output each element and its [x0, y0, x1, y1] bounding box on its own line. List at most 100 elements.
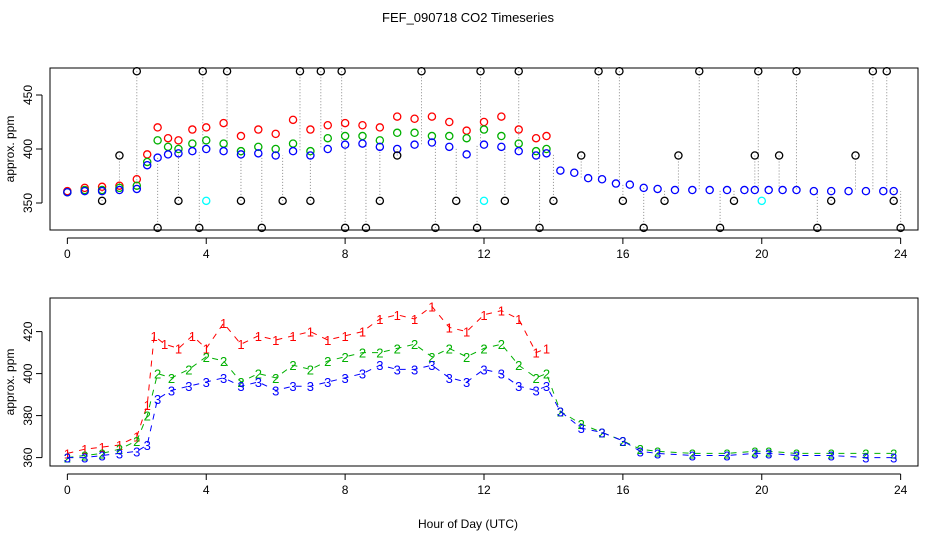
- series-3-point: 3: [723, 449, 730, 464]
- series-2-point: [340, 131, 350, 141]
- top-y-axis: 350 400 450: [21, 85, 43, 213]
- series-4-point: [896, 223, 905, 233]
- series-2-point: 2: [255, 367, 262, 382]
- series-3-point: [670, 185, 680, 195]
- series-4-point: [851, 151, 860, 160]
- series-1-point: 1: [376, 312, 383, 327]
- series-3-point: 3: [144, 438, 151, 453]
- series-4-point: [514, 66, 523, 76]
- series-2-point: [306, 146, 315, 156]
- series-3-point: 3: [862, 451, 869, 466]
- series-1-point: 1: [144, 398, 151, 413]
- series-4-point: [615, 66, 624, 76]
- series-2-point: 2: [64, 451, 71, 466]
- series-4-point: [729, 196, 739, 206]
- figure-title: FEF_090718 CO2 Timeseries: [382, 10, 554, 25]
- series-3-point: 3: [185, 379, 192, 394]
- series-3-point: [570, 168, 579, 178]
- x-tick-label: 16: [616, 247, 630, 261]
- series-2-point: 2: [324, 354, 331, 369]
- series-2-line: [67, 343, 894, 459]
- series-1-point: [201, 123, 211, 132]
- series-1-point: 1: [220, 316, 227, 331]
- series-3-point: 3: [255, 375, 262, 390]
- series-3-point: 3: [463, 375, 470, 390]
- series-2-point: [410, 128, 419, 138]
- series-3-point: [556, 166, 565, 175]
- series-2-point: 2: [359, 346, 366, 361]
- series-2-point: 2: [480, 341, 487, 356]
- series-2-point: [427, 131, 437, 141]
- top-x-axis: 0 4 8 12 16 20 24: [64, 237, 908, 261]
- series-4-point: [754, 66, 763, 76]
- series-4-point: [826, 196, 836, 206]
- series-3-point: [427, 138, 437, 147]
- series-3-line: [67, 364, 894, 459]
- series-4-point: [174, 196, 183, 206]
- series-1-point: [97, 182, 107, 192]
- x-tick-label: 0: [64, 483, 71, 497]
- series-2-point: [479, 125, 489, 134]
- series-3-point: 3: [890, 451, 897, 466]
- series-2-point: 2: [862, 446, 869, 461]
- series-1-point: [219, 118, 228, 128]
- series-2-point: 2: [557, 404, 564, 419]
- series-3-point: [750, 185, 760, 195]
- series-4-point: [222, 66, 232, 76]
- x-tick-label: 4: [203, 247, 210, 261]
- series-3-point: [792, 185, 801, 195]
- series-4-point: [375, 196, 385, 206]
- series-3-point: 3: [220, 371, 227, 386]
- series-4-point: [361, 223, 371, 233]
- series-3-point: [688, 185, 697, 195]
- series-4-point: [257, 223, 267, 233]
- x-tick-label: 12: [477, 247, 491, 261]
- series-4-point: [576, 151, 586, 160]
- series-2-point: [254, 142, 263, 152]
- series-3-point: [410, 140, 419, 149]
- series-1-point: 1: [532, 346, 539, 361]
- series-3-point: 3: [557, 404, 564, 419]
- series-1-point: 1: [463, 325, 470, 340]
- series-3-point: 3: [324, 375, 331, 390]
- series-3-point: [625, 180, 635, 189]
- series-4-point: [882, 66, 892, 76]
- series-3-point: [358, 139, 367, 148]
- series-2-point: 2: [168, 371, 175, 386]
- series-2-point: 2: [619, 434, 626, 449]
- series-2-point: 2: [598, 425, 605, 440]
- series-1-point: [174, 136, 183, 145]
- series-2-point: 2: [220, 354, 227, 369]
- series-4-point: [132, 66, 142, 76]
- series-2-point: 2: [515, 358, 522, 373]
- series-1-point: 1: [515, 312, 522, 327]
- series-2-point: 2: [532, 371, 539, 386]
- series-4-point: [792, 66, 801, 76]
- series-2-point: 2: [185, 362, 192, 377]
- series-2-point: [542, 144, 551, 154]
- bottom-x-axis-label: Hour of Day (UTC): [418, 517, 518, 531]
- series-3-point: 3: [394, 362, 401, 377]
- series-4-point: [774, 151, 784, 160]
- y-tick-label: 360: [21, 447, 35, 467]
- series-4-point: [236, 196, 246, 206]
- series-2-point: 2: [81, 449, 88, 464]
- series-2-point: [497, 131, 506, 141]
- y-tick-label: 450: [21, 85, 35, 105]
- series-1-point: 1: [64, 446, 71, 461]
- series-1-point: [542, 131, 551, 141]
- series-4-point: [535, 223, 544, 233]
- series-3-point: [639, 183, 648, 193]
- series-3-point: [653, 184, 662, 194]
- series-1-point: [531, 133, 541, 143]
- series-5-point: [479, 196, 489, 206]
- series-3-point: 3: [578, 421, 585, 436]
- series-3-point: [722, 185, 732, 195]
- series-4-point: [295, 66, 305, 76]
- series-3-point: 3: [342, 371, 349, 386]
- series-4-point: [594, 66, 603, 76]
- series-3-point: [889, 186, 898, 196]
- series-3-point: [583, 173, 593, 183]
- bottom-y-axis: 360 380 400 420: [21, 321, 43, 468]
